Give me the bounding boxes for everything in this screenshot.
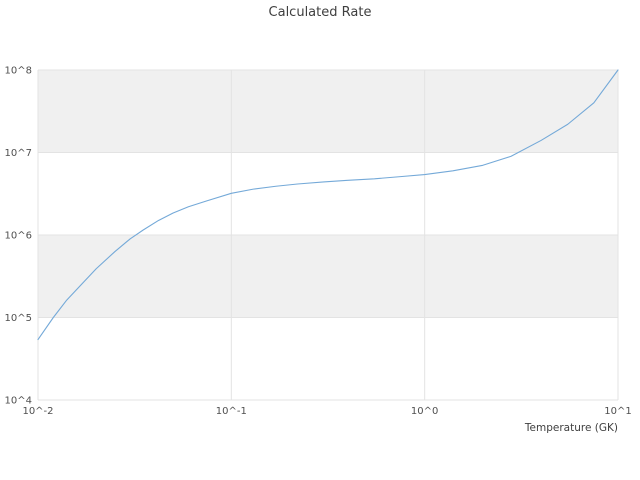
y-tick-label: 10^4 xyxy=(5,396,32,407)
series-line xyxy=(37,69,619,341)
x-tick-label: 10^1 xyxy=(604,406,631,417)
y-tick-label: 10^5 xyxy=(5,313,32,324)
x-axis-label: Temperature (GK) xyxy=(524,422,618,434)
chart-title: Calculated Rate xyxy=(269,5,372,20)
x-axis-tick-labels: 10^-2 10^-1 10^0 10^1 xyxy=(22,406,631,417)
y-tick-label: 10^7 xyxy=(5,148,32,159)
gridlines xyxy=(37,69,619,401)
y-tick-label: 10^8 xyxy=(5,66,32,77)
series-lines xyxy=(37,69,619,341)
plot-bands xyxy=(38,70,618,318)
y-axis-tick-labels: 10^4 10^5 10^6 10^7 10^8 xyxy=(5,66,32,407)
decade-band xyxy=(38,70,618,153)
x-tick-label: 10^-2 xyxy=(22,406,53,417)
x-tick-label: 10^-1 xyxy=(216,406,247,417)
y-tick-label: 10^6 xyxy=(5,231,32,242)
x-tick-label: 10^0 xyxy=(411,406,438,417)
decade-band xyxy=(38,235,618,318)
